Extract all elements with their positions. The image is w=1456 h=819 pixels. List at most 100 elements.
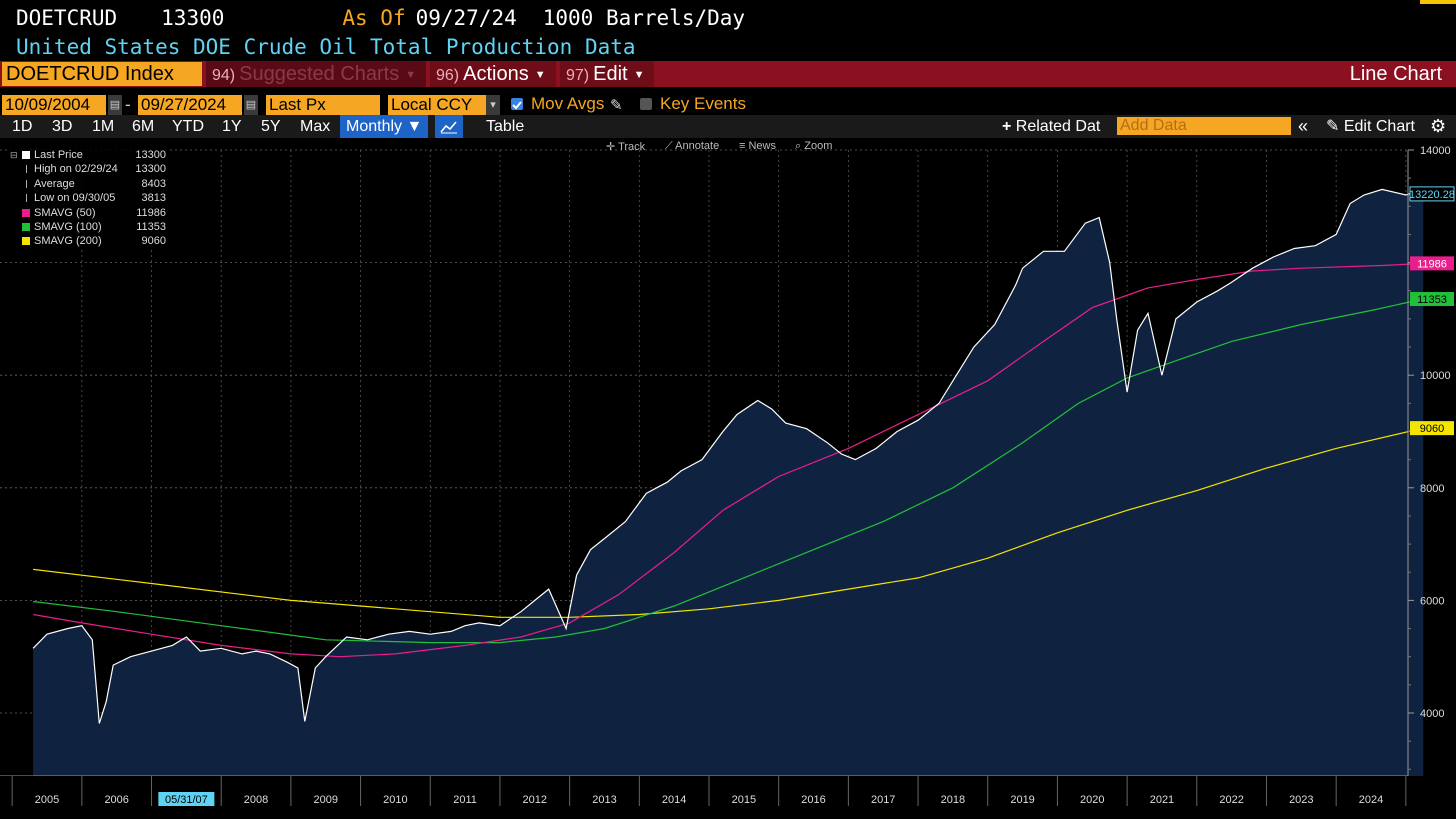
legend-entry: Low on 09/30/05 3813 [8,191,170,205]
legend-swatch [22,237,30,246]
header-line: DOETCRUD 13300 As Of 09/27/24 1000 Barrels/D… [16,6,745,30]
chevron-down-icon: ▼ [406,118,423,135]
add-data-input[interactable]: Add Data [1117,117,1291,135]
pencil-icon: ✎ [1326,118,1340,135]
related-data-button[interactable]: + Related Dat [1002,115,1100,138]
period-button-ytd[interactable]: YTD [172,118,204,135]
legend-label: Last Price [34,149,83,161]
chart-type-label: Line Chart [1349,63,1442,85]
pencil-icon[interactable]: ✎ [610,97,623,114]
period-button-1d[interactable]: 1D [12,118,33,135]
date-separator: - [125,95,131,114]
period-button-3d[interactable]: 3D [52,118,73,135]
table-button[interactable]: Table [486,118,525,135]
x-tick-label: 2009 [313,794,337,806]
actions-num: 96) [436,67,460,84]
legend-label: High on 02/29/24 [34,163,118,176]
x-tick-label: 2010 [383,794,407,806]
price-area [33,189,1424,776]
edit-label: Edit [593,63,628,85]
period-button-max[interactable]: Max [300,118,331,135]
x-tick-label: 2020 [1080,794,1104,806]
news-label: News [748,140,776,152]
key-events-checkbox[interactable] [640,98,652,110]
legend-swatch [26,165,28,174]
frequency-label: Monthly [346,118,403,135]
dropdown-arrow-icon[interactable]: ▾ [486,95,500,115]
calendar-icon[interactable]: ▤ [244,95,258,115]
legend-entry: Average 8403 [8,177,170,191]
period-button-5y[interactable]: 5Y [261,118,281,135]
line-chart[interactable]: 4000600080001000014000200520062007200820… [0,138,1456,819]
actions-button[interactable]: 96) Actions ▼ [430,61,556,87]
legend-label: SMAVG (100) [34,220,102,233]
mov-avgs-checkbox[interactable] [511,98,523,110]
price-line [32,188,1424,724]
edit-button[interactable]: 97) Edit ▼ [560,61,654,87]
cursor-date-label: 05/31/07 [165,794,208,806]
legend-toggle-icon[interactable]: ⊟ [10,150,18,160]
value-tag-label: 11986 [1417,258,1447,270]
currency-selector[interactable]: Local CCY [388,95,486,115]
start-date-field[interactable]: 10/09/2004 [2,95,106,115]
period-button-1y[interactable]: 1Y [222,118,242,135]
value-tag [1409,186,1455,202]
x-axis-band [0,776,1456,819]
legend-value: 13300 [135,149,166,161]
value-tag-label: 11353 [1417,294,1447,306]
x-tick-label: 2024 [1359,794,1383,806]
value-tag-label: 13220.28 [1409,189,1455,201]
y-tick-label: 8000 [1420,483,1444,495]
news-icon: ≡ [739,140,746,152]
ticker-input[interactable]: DOETCRUD Index [2,62,202,86]
gear-icon[interactable]: ⚙ [1430,116,1447,136]
sma50-line [32,262,1424,658]
key-events-label: Key Events [660,94,746,113]
y-tick-label: 10000 [1420,370,1451,382]
legend-entry: SMAVG (200) 9060 [8,234,170,248]
annotate-tool[interactable]: ⟋ Annotate [665,140,719,153]
legend-entry: Last Price 13300 [8,148,170,162]
collapse-icon[interactable]: « [1298,116,1309,136]
ticker-symbol: DOETCRUD [16,6,118,30]
calendar-icon[interactable]: ▤ [108,95,122,115]
sma100-line [33,298,1424,644]
frequency-selector[interactable]: Monthly ▼ [340,115,429,138]
value-tag [1410,256,1454,271]
edit-chart-button[interactable]: ✎ Edit Chart [1326,115,1415,138]
line-chart-icon[interactable] [435,115,463,138]
legend-label: Low on 09/30/05 [34,192,116,205]
value-tag [1410,421,1454,436]
x-tick-label: 2016 [801,794,825,806]
news-tool[interactable]: ≡ News [739,140,776,152]
suggested-label: Suggested Charts [239,63,400,85]
value-tag-label: 9060 [1420,423,1444,435]
as-of-label: As Of [342,6,406,30]
zoom-label: Zoom [804,140,833,152]
chevron-down-icon: ▼ [405,68,417,81]
related-data-label: Related Dat [1015,118,1101,135]
legend-value: 9060 [141,235,166,248]
legend-entry: SMAVG (50) 11986 [8,206,170,220]
chevron-down-icon: ▼ [534,68,546,81]
x-tick-label: 2015 [732,794,756,806]
last-price: 13300 [161,6,225,30]
track-label: Track [618,141,646,153]
corner-indicator [1420,0,1456,4]
edit-num: 97) [566,67,590,84]
period-button-1m[interactable]: 1M [92,118,115,135]
field-selector[interactable]: Last Px [266,95,380,115]
track-tool[interactable]: ✛ Track [606,140,645,153]
end-date-field[interactable]: 09/27/2024 [138,95,242,115]
period-button-6m[interactable]: 6M [132,118,155,135]
suggested-charts-button[interactable]: 94) Suggested Charts ▼ [206,61,426,87]
legend-swatch [26,194,28,203]
search-icon: ⌕ [795,140,802,152]
legend-value: 3813 [141,192,166,205]
mov-avgs-label: Mov Avgs [531,94,605,113]
legend-label: SMAVG (200) [34,235,102,248]
crosshair-icon: ✛ [606,141,616,153]
x-tick-label: 2023 [1289,794,1313,806]
edit-chart-label: Edit Chart [1343,118,1415,135]
zoom-tool[interactable]: ⌕ Zoom [795,140,832,153]
